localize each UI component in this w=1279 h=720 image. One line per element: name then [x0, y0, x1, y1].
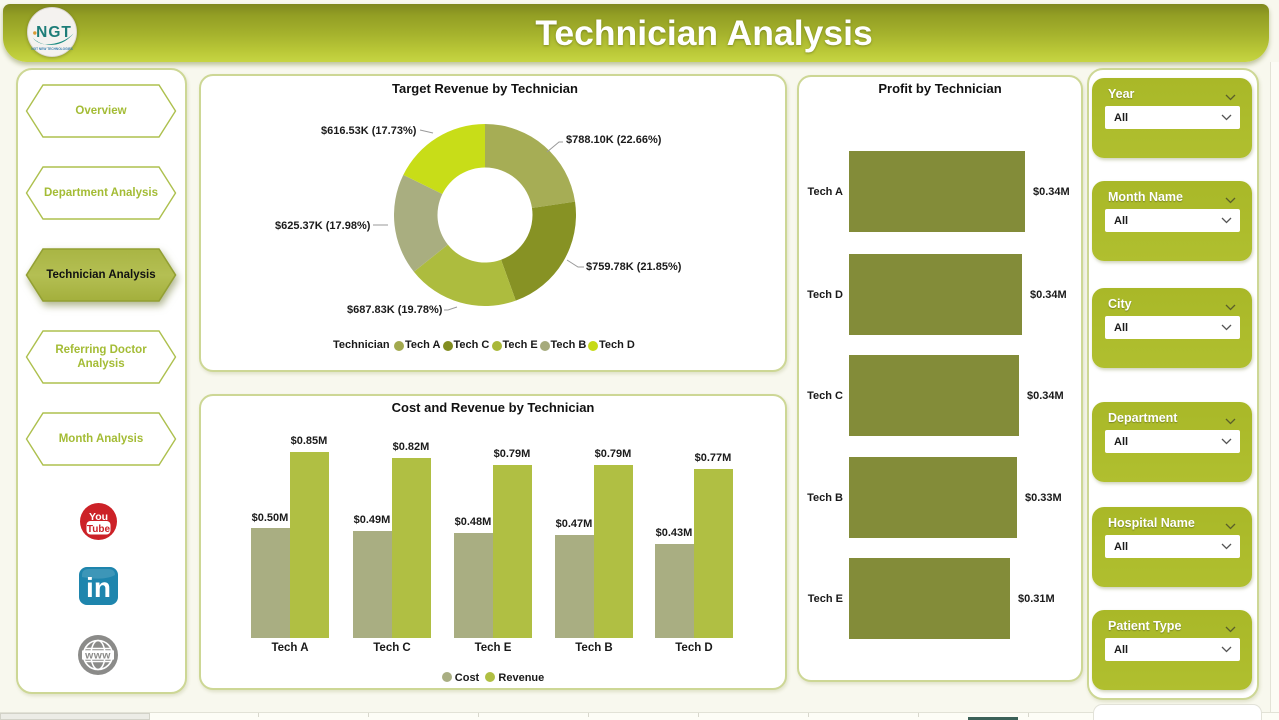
svg-text:NGT NEW TECHNOLOGIES: NGT NEW TECHNOLOGIES: [31, 47, 72, 51]
svg-text:NGT: NGT: [36, 24, 72, 41]
svg-text:www: www: [84, 650, 111, 662]
svg-text:You: You: [89, 511, 108, 523]
svg-text:Tube: Tube: [87, 524, 111, 535]
svg-text:in: in: [86, 572, 111, 603]
